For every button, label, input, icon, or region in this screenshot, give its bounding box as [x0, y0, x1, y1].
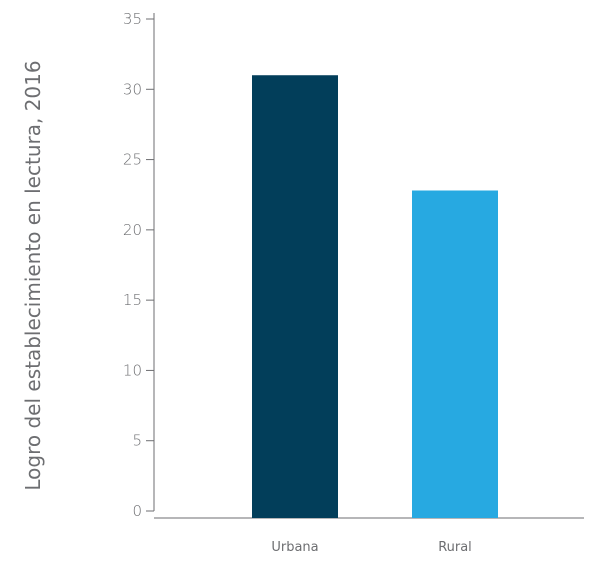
y-axis-title: Logro del establecimiento en lectura, 20…: [21, 60, 45, 490]
y-tick-label: 5: [132, 432, 142, 450]
y-axis: 0 5 10 15 20 25 30 35: [123, 10, 155, 520]
y-tick-label: 0: [132, 502, 142, 520]
x-tick-label: Rural: [438, 540, 472, 555]
bar-rural: [412, 190, 498, 519]
y-tick-label: 20: [123, 221, 142, 239]
y-tick-label: 30: [123, 80, 142, 98]
bar-urbana: [252, 75, 338, 518]
y-tick-label: 15: [123, 291, 142, 309]
x-axis-labels: Urbana Rural: [271, 540, 471, 555]
y-tick-label: 10: [123, 361, 142, 379]
x-tick-label: Urbana: [271, 540, 318, 555]
y-tick-label: 25: [123, 151, 142, 169]
bars: [252, 75, 498, 519]
y-tick-label: 35: [123, 10, 142, 28]
